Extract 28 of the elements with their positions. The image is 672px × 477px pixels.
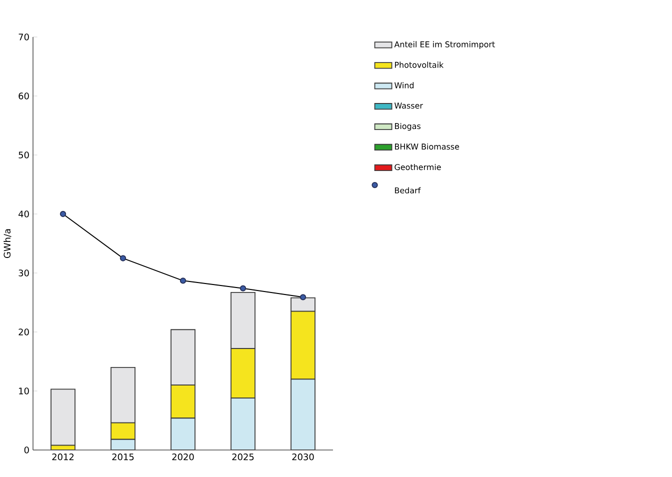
x-tick-label: 2020 <box>172 454 194 460</box>
bar <box>170 418 196 450</box>
point <box>240 285 246 292</box>
y-tick-label: 50 <box>18 152 29 158</box>
bar <box>110 422 136 440</box>
bar <box>230 348 256 399</box>
bar <box>170 384 196 419</box>
point <box>180 278 186 284</box>
point <box>60 210 66 218</box>
bar <box>290 310 316 380</box>
point <box>300 294 306 300</box>
y-tick-label: 20 <box>18 328 29 336</box>
bar <box>290 378 316 450</box>
bar <box>230 398 256 450</box>
y-tick-label: 0 <box>24 446 29 454</box>
y-tick-label: 40 <box>18 210 29 218</box>
bar <box>110 366 136 424</box>
y-tick-label: 30 <box>18 270 29 276</box>
y-axis-title: GWh/a <box>4 229 12 258</box>
x-tick-label: 2015 <box>112 454 134 460</box>
x-tick-label: 2030 <box>292 454 314 460</box>
bar <box>170 329 196 386</box>
y-tick-label: 70 <box>18 34 29 40</box>
y-tick-label: 10 <box>19 388 29 394</box>
x-tick-label: 2012 <box>52 454 74 460</box>
point <box>120 255 126 262</box>
y-tick-label: 60 <box>18 92 29 100</box>
x-tick-label: 2025 <box>232 454 254 460</box>
